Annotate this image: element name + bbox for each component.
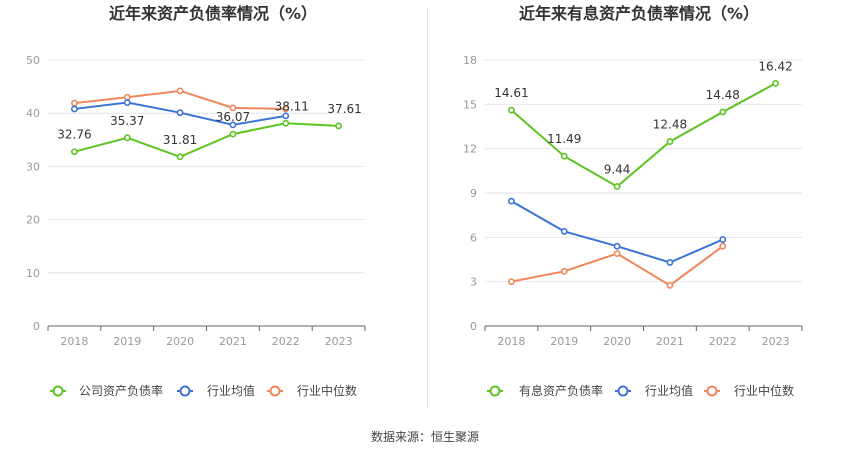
x-tick-label: 2020 bbox=[166, 335, 194, 348]
series-line-green bbox=[74, 122, 339, 158]
data-label: 36.07 bbox=[216, 110, 250, 124]
data-point-green bbox=[666, 138, 674, 145]
data-point-green bbox=[508, 106, 515, 114]
legend-swatch-marker bbox=[179, 385, 191, 397]
legend-label: 行业中位数 bbox=[734, 383, 794, 398]
data-point-green bbox=[71, 148, 78, 156]
data-point-orange bbox=[282, 105, 290, 113]
data-point-green bbox=[229, 130, 237, 138]
data-point-green bbox=[560, 152, 568, 160]
data-label: 14.48 bbox=[706, 88, 740, 102]
chart-title: 近年来有息资产负债率情况（%） bbox=[519, 4, 759, 23]
data-point-green bbox=[282, 119, 290, 127]
x-tick-label: 2018 bbox=[497, 335, 525, 348]
data-point-orange bbox=[613, 250, 621, 257]
y-tick-label: 30 bbox=[26, 160, 40, 173]
data-point-green bbox=[335, 122, 342, 130]
x-tick-label: 2021 bbox=[656, 335, 684, 348]
data-label: 12.48 bbox=[653, 118, 687, 132]
legend-swatch-marker bbox=[52, 385, 64, 397]
data-point-orange bbox=[719, 242, 727, 250]
data-point-orange bbox=[123, 93, 131, 101]
data-point-orange bbox=[560, 267, 568, 275]
x-tick-label: 2023 bbox=[762, 335, 790, 348]
y-tick-label: 18 bbox=[463, 54, 477, 67]
x-tick-label: 2018 bbox=[60, 335, 88, 348]
data-label: 37.61 bbox=[327, 102, 361, 116]
legend-label: 行业均值 bbox=[207, 383, 255, 398]
legend-swatch-marker bbox=[489, 385, 501, 397]
data-point-blue bbox=[176, 109, 184, 117]
data-label: 38.11 bbox=[275, 99, 309, 113]
data-point-green bbox=[176, 153, 184, 161]
data-source-note: 数据来源：恒生聚源 bbox=[370, 430, 479, 444]
y-tick-label: 12 bbox=[463, 143, 477, 156]
data-point-orange bbox=[508, 278, 515, 286]
legend-swatch-marker bbox=[706, 385, 718, 397]
y-tick-label: 10 bbox=[26, 267, 40, 280]
chart-title: 近年来资产负债率情况（%） bbox=[109, 4, 317, 23]
chart-2: 近年来有息资产负债率情况（%） 0 3 6 9 12 15 18 2018 2019 2020 202… bbox=[463, 4, 803, 398]
y-tick-label: 40 bbox=[26, 107, 40, 120]
legend-swatch-marker bbox=[617, 385, 629, 397]
data-point-green bbox=[772, 79, 779, 87]
legend-label: 公司资产负债率 bbox=[79, 383, 163, 398]
x-tick-label: 2019 bbox=[550, 335, 578, 348]
data-point-blue bbox=[666, 259, 674, 266]
data-point-blue bbox=[613, 242, 621, 250]
data-label: 9.44 bbox=[604, 162, 631, 176]
data-label: 16.42 bbox=[758, 59, 792, 73]
series-line-green bbox=[510, 82, 777, 188]
legend-label: 行业均值 bbox=[645, 383, 693, 398]
chart-1: 近年来资产负债率情况（%） 0 10 20 30 40 50 2018 2019 2020 2021… bbox=[26, 4, 366, 398]
data-point-orange bbox=[71, 99, 78, 107]
data-point-orange bbox=[176, 87, 184, 95]
data-point-blue bbox=[71, 105, 78, 113]
data-point-green bbox=[123, 134, 131, 142]
data-point-orange bbox=[229, 104, 237, 112]
data-label: 35.37 bbox=[110, 114, 144, 128]
y-tick-label: 9 bbox=[470, 187, 477, 200]
legend-label: 行业中位数 bbox=[297, 383, 357, 398]
x-tick-label: 2020 bbox=[603, 335, 631, 348]
data-point-green bbox=[613, 183, 621, 190]
data-label: 31.81 bbox=[163, 133, 197, 147]
y-tick-label: 3 bbox=[470, 276, 477, 289]
data-label: 32.76 bbox=[57, 128, 91, 142]
data-label: 14.61 bbox=[494, 86, 528, 100]
x-tick-label: 2021 bbox=[219, 335, 247, 348]
y-tick-label: 20 bbox=[26, 214, 40, 227]
data-point-green bbox=[719, 108, 727, 116]
data-point-blue bbox=[123, 99, 131, 106]
data-label: 11.49 bbox=[547, 132, 581, 146]
y-tick-label: 50 bbox=[26, 54, 40, 67]
data-point-blue bbox=[229, 121, 237, 129]
y-tick-label: 0 bbox=[33, 320, 40, 333]
legend-swatch-marker bbox=[269, 385, 281, 397]
data-point-blue bbox=[282, 112, 290, 120]
data-point-blue bbox=[719, 236, 727, 243]
x-tick-label: 2023 bbox=[325, 335, 353, 348]
data-point-blue bbox=[560, 228, 568, 235]
y-tick-label: 0 bbox=[470, 320, 477, 333]
x-tick-label: 2022 bbox=[709, 335, 737, 348]
data-point-orange bbox=[666, 281, 674, 289]
chart-divider bbox=[427, 8, 428, 408]
x-tick-label: 2022 bbox=[272, 335, 300, 348]
legend-label: 有息资产负债率 bbox=[519, 383, 603, 398]
y-tick-label: 15 bbox=[463, 98, 477, 111]
x-tick-label: 2019 bbox=[113, 335, 141, 348]
y-tick-label: 6 bbox=[470, 231, 477, 244]
data-point-blue bbox=[508, 197, 515, 205]
